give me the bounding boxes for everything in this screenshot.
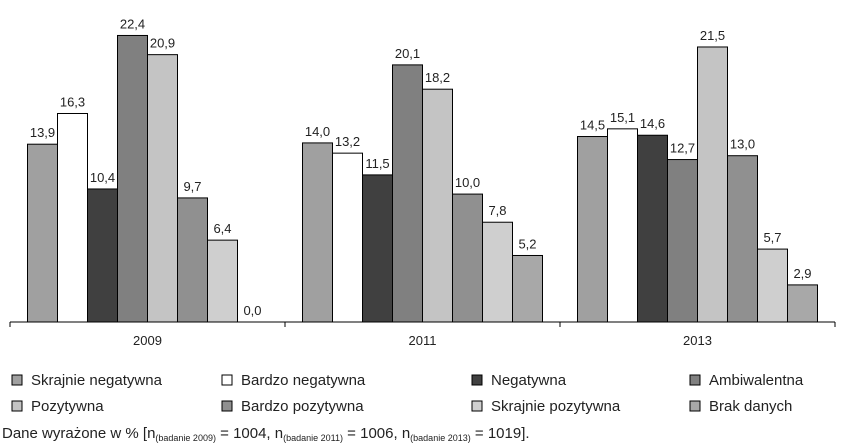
note-subscript: (badanie 2011) xyxy=(283,433,343,443)
bar xyxy=(422,88,453,323)
value-label: 14,0 xyxy=(305,124,330,139)
bar xyxy=(697,46,728,323)
bar xyxy=(147,54,178,323)
legend-swatch xyxy=(11,400,23,412)
bar xyxy=(452,193,483,323)
value-label: 10,4 xyxy=(90,170,115,185)
value-label: 0,0 xyxy=(243,303,261,318)
bar xyxy=(207,239,238,323)
value-label: 18,2 xyxy=(425,70,450,85)
legend-swatch xyxy=(471,374,483,386)
bar xyxy=(512,254,543,323)
bar xyxy=(27,143,58,323)
legend-swatch xyxy=(11,374,23,386)
value-label: 16,3 xyxy=(60,94,85,109)
value-label: 15,1 xyxy=(610,110,635,125)
bar xyxy=(577,136,608,323)
value-label: 13,2 xyxy=(335,134,360,149)
value-label: 5,7 xyxy=(763,230,781,245)
bar xyxy=(117,34,148,323)
legend-label: Pozytywna xyxy=(31,398,104,415)
bar xyxy=(87,188,118,323)
value-label: 10,0 xyxy=(455,175,480,190)
value-label: 13,9 xyxy=(30,125,55,140)
value-label: 12,7 xyxy=(670,141,695,156)
bar xyxy=(757,248,788,323)
value-label: 14,6 xyxy=(640,116,665,131)
note-text: = 1004, n xyxy=(216,425,283,442)
legend-swatch xyxy=(689,374,701,386)
bar xyxy=(607,128,638,323)
legend-label: Ambiwalentna xyxy=(709,372,804,389)
legend-label: Negatywna xyxy=(491,372,567,389)
value-label: 20,1 xyxy=(395,46,420,61)
value-label: 6,4 xyxy=(213,221,231,236)
value-label: 22,4 xyxy=(120,16,145,31)
note-subscript: (badanie 2009) xyxy=(155,433,216,443)
x-tick-label: 2009 xyxy=(133,333,162,348)
legend-label: Bardzo negatywna xyxy=(241,372,366,389)
bar xyxy=(482,221,513,323)
bar xyxy=(637,134,668,323)
value-label: 13,0 xyxy=(730,137,755,152)
note-text: = 1019]. xyxy=(471,425,530,442)
note-subscript: (badanie 2013) xyxy=(410,433,471,443)
x-tick-label: 2013 xyxy=(683,333,712,348)
value-label: 7,8 xyxy=(488,203,506,218)
legend-swatch xyxy=(471,400,483,412)
bar xyxy=(332,152,363,323)
legend-label: Bardzo pozytywna xyxy=(241,398,364,415)
bar xyxy=(787,284,818,323)
value-label: 11,5 xyxy=(365,156,389,171)
footnote: Dane wyrażone w % [n(badanie 2009) = 100… xyxy=(2,425,530,443)
x-tick-label: 2011 xyxy=(409,333,437,348)
bar xyxy=(667,159,698,323)
bar xyxy=(362,174,393,323)
bar xyxy=(302,142,333,323)
legend-swatch xyxy=(221,400,233,412)
legend-label: Skrajnie pozytywna xyxy=(491,398,621,415)
value-label: 14,5 xyxy=(580,118,605,133)
legend-swatch xyxy=(689,400,701,412)
value-label: 5,2 xyxy=(518,236,536,251)
legend-swatch xyxy=(221,374,233,386)
bar xyxy=(392,64,423,323)
value-label: 9,7 xyxy=(183,179,201,194)
legend-label: Brak danych xyxy=(709,398,792,415)
legend-label: Skrajnie negatywna xyxy=(31,372,163,389)
bar xyxy=(727,155,758,323)
value-label: 20,9 xyxy=(150,36,175,51)
bar xyxy=(177,197,208,323)
note-text: = 1006, n xyxy=(343,425,410,442)
value-label: 2,9 xyxy=(793,266,811,281)
note-text: Dane wyrażone w % [n xyxy=(2,425,155,442)
value-label: 21,5 xyxy=(700,28,725,43)
bar xyxy=(57,112,88,323)
